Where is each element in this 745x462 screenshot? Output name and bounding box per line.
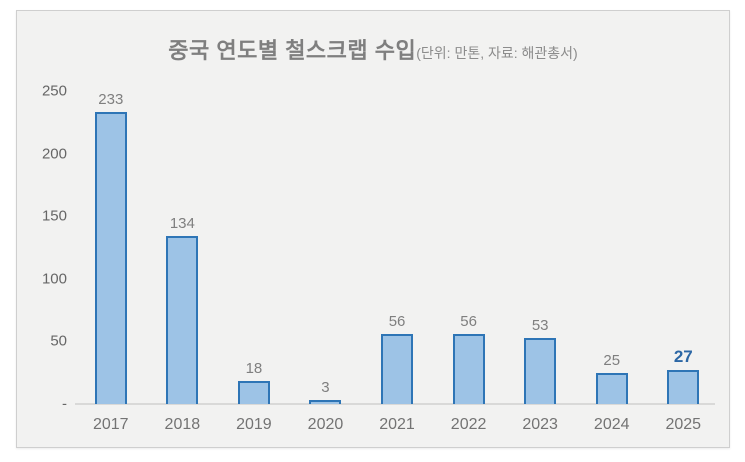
bar-column-2019: 18 bbox=[218, 91, 290, 404]
x-label-2024: 2024 bbox=[593, 416, 630, 433]
bar-column-2021: 56 bbox=[361, 91, 433, 404]
y-axis: 250 200 150 100 50 - bbox=[17, 83, 69, 413]
y-tick-label: 100 bbox=[41, 270, 67, 288]
bar-value-label: 233 bbox=[98, 91, 124, 109]
x-label-2019: 2019 bbox=[236, 416, 272, 433]
chart-title: 중국 연도별 철스크랩 수입 bbox=[168, 38, 417, 63]
bar-value-label: 53 bbox=[531, 316, 549, 334]
y-tick-label: - bbox=[62, 395, 67, 413]
bar-2019 bbox=[237, 381, 270, 404]
bar-value-label: 18 bbox=[245, 360, 263, 378]
bar-2018 bbox=[166, 236, 199, 404]
bar-2025 bbox=[667, 370, 700, 404]
bar-column-2024: 25 bbox=[576, 91, 648, 404]
plot-area: 233 134 18 3 56 56 53 25 27 bbox=[75, 91, 719, 405]
chart-subtitle: (단위: 만톤, 자료: 해관총서) bbox=[416, 45, 578, 61]
chart-title-row: 중국 연도별 철스크랩 수입(단위: 만톤, 자료: 해관총서) bbox=[17, 33, 729, 65]
bar-2017 bbox=[94, 112, 127, 404]
x-axis: 2017 2018 2019 2020 2021 2022 2023 2024 2025 bbox=[75, 416, 719, 434]
y-tick-label: 50 bbox=[50, 332, 67, 350]
bar-value-label: 56 bbox=[388, 312, 406, 330]
x-axis-line bbox=[75, 403, 715, 405]
bar-column-2022: 56 bbox=[433, 91, 505, 404]
bars-container: 233 134 18 3 56 56 53 25 27 bbox=[75, 91, 719, 404]
bar-value-label: 27 bbox=[673, 347, 693, 367]
bar-column-2025: 27 bbox=[648, 91, 720, 404]
bar-2020 bbox=[309, 400, 342, 404]
x-label-2022: 2022 bbox=[450, 416, 487, 433]
bar-value-label: 134 bbox=[169, 215, 195, 233]
bar-column-2020: 3 bbox=[290, 91, 362, 404]
x-label-2023: 2023 bbox=[522, 416, 558, 433]
bar-column-2017: 233 bbox=[75, 91, 147, 404]
x-label-2020: 2020 bbox=[307, 416, 344, 433]
bar-column-2018: 134 bbox=[147, 91, 219, 404]
y-tick-label: 150 bbox=[41, 207, 67, 225]
x-label-2017: 2017 bbox=[92, 416, 129, 433]
bar-column-2023: 53 bbox=[504, 91, 576, 404]
x-label-2021: 2021 bbox=[379, 416, 415, 433]
bar-value-label: 25 bbox=[603, 351, 621, 369]
bar-2023 bbox=[524, 337, 557, 404]
bar-2024 bbox=[595, 372, 628, 404]
bar-2021 bbox=[381, 333, 414, 404]
y-tick-label: 250 bbox=[41, 82, 67, 100]
chart-panel: 중국 연도별 철스크랩 수입(단위: 만톤, 자료: 해관총서) 250 200 1… bbox=[16, 10, 730, 448]
bar-2022 bbox=[452, 333, 485, 404]
bar-value-label: 3 bbox=[321, 379, 330, 397]
bar-value-label: 56 bbox=[460, 312, 477, 330]
y-tick-label: 200 bbox=[41, 145, 67, 163]
x-label-2025: 2025 bbox=[665, 416, 702, 433]
x-label-2018: 2018 bbox=[164, 416, 201, 433]
